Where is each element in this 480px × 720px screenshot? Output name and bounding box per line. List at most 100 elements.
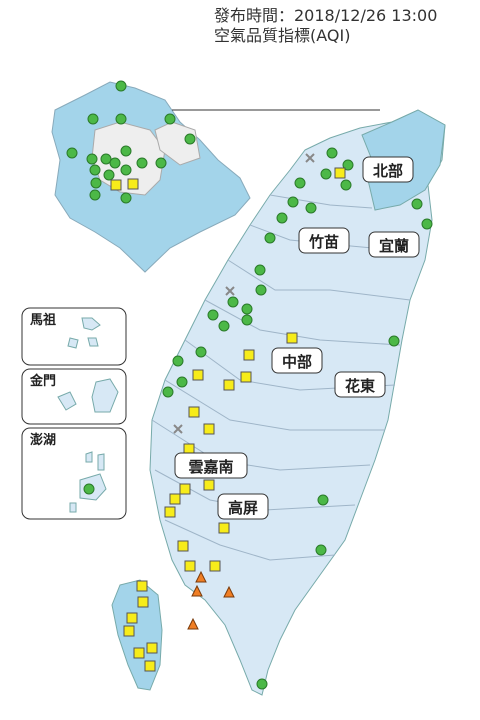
station-good[interactable]: [340, 179, 352, 191]
station-good[interactable]: [103, 169, 115, 181]
station-moderate[interactable]: [164, 506, 176, 518]
station-offline[interactable]: [173, 424, 183, 434]
station-usg[interactable]: [223, 585, 235, 598]
station-good[interactable]: [162, 386, 174, 398]
region-zhumiao[interactable]: 竹苗: [308, 233, 339, 251]
station-usg[interactable]: [195, 570, 207, 583]
station-offline[interactable]: [225, 286, 235, 296]
station-moderate[interactable]: [184, 560, 196, 572]
station-good[interactable]: [317, 494, 329, 506]
station-good[interactable]: [241, 303, 253, 315]
station-moderate[interactable]: [110, 179, 122, 191]
station-good[interactable]: [164, 113, 176, 125]
station-good[interactable]: [207, 309, 219, 321]
station-moderate[interactable]: [243, 349, 255, 361]
moderate-stations: [59, 167, 346, 672]
station-good[interactable]: [256, 678, 268, 690]
station-good[interactable]: [388, 335, 400, 347]
region-north[interactable]: 北部: [373, 162, 403, 180]
index-title: 空氣品質指標(AQI): [214, 26, 351, 45]
station-good[interactable]: [172, 355, 184, 367]
station-good[interactable]: [276, 212, 288, 224]
station-good[interactable]: [89, 164, 101, 176]
station-good[interactable]: [115, 113, 127, 125]
station-usg[interactable]: [187, 617, 199, 630]
offline-stations: [173, 153, 315, 434]
station-good[interactable]: [254, 264, 266, 276]
region-label-box: [271, 347, 323, 374]
station-good[interactable]: [120, 145, 132, 157]
taipei-inset: [51, 81, 380, 273]
station-moderate[interactable]: [203, 423, 215, 435]
region-yunjianan[interactable]: 雲嘉南: [188, 458, 233, 476]
station-moderate[interactable]: [169, 493, 181, 505]
station-moderate[interactable]: [179, 483, 191, 495]
station-moderate[interactable]: [146, 642, 158, 654]
station-moderate[interactable]: [209, 560, 221, 572]
station-moderate[interactable]: [126, 612, 138, 624]
region-central[interactable]: 中部: [282, 353, 312, 371]
station-good[interactable]: [109, 157, 121, 169]
station-moderate[interactable]: [177, 540, 189, 552]
station-moderate[interactable]: [223, 379, 235, 391]
station-moderate[interactable]: [144, 660, 156, 672]
inset-penghu-title: 澎湖: [30, 432, 56, 448]
region-huadong[interactable]: 花東: [345, 377, 375, 395]
station-moderate[interactable]: [334, 167, 346, 179]
station-moderate[interactable]: [192, 369, 204, 381]
station-good[interactable]: [83, 483, 95, 495]
station-good[interactable]: [86, 153, 98, 165]
station-moderate[interactable]: [218, 522, 230, 534]
station-good[interactable]: [241, 314, 253, 326]
station-good[interactable]: [421, 218, 433, 230]
station-moderate[interactable]: [188, 406, 200, 418]
station-good[interactable]: [90, 177, 102, 189]
inset-matsu[interactable]: [21, 307, 127, 366]
station-moderate[interactable]: [240, 371, 252, 383]
southwest-islands: [111, 579, 163, 691]
station-good[interactable]: [294, 177, 306, 189]
station-moderate[interactable]: [203, 479, 215, 491]
station-good[interactable]: [264, 232, 276, 244]
region-label-box: [298, 227, 350, 254]
station-usg[interactable]: [191, 584, 203, 597]
station-good[interactable]: [287, 196, 299, 208]
penghu-islands: [69, 451, 107, 513]
station-moderate[interactable]: [286, 332, 298, 344]
station-good[interactable]: [89, 189, 101, 201]
station-offline[interactable]: [305, 153, 315, 163]
station-good[interactable]: [100, 153, 112, 165]
region-label-box: [334, 371, 386, 398]
inset-matsu-title: 馬祖: [30, 312, 56, 328]
station-good[interactable]: [176, 376, 188, 388]
station-good[interactable]: [155, 157, 167, 169]
station-good[interactable]: [218, 320, 230, 332]
station-good[interactable]: [227, 296, 239, 308]
publish-time: 發布時間：2018/12/26 13:00: [214, 6, 438, 25]
station-moderate[interactable]: [123, 625, 135, 637]
station-good[interactable]: [255, 284, 267, 296]
station-moderate[interactable]: [136, 580, 148, 592]
map-header: 發布時間：2018/12/26 13:00 空氣品質指標(AQI): [214, 6, 437, 46]
region-labels: 北部 竹苗 宜蘭 中部 花東 雲嘉南 高屏: [174, 156, 420, 520]
station-moderate[interactable]: [137, 596, 149, 608]
station-good[interactable]: [326, 147, 338, 159]
station-good[interactable]: [320, 168, 332, 180]
region-yilan[interactable]: 宜蘭: [379, 237, 409, 255]
station-good[interactable]: [184, 133, 196, 145]
station-good[interactable]: [305, 202, 317, 214]
station-moderate[interactable]: [127, 178, 139, 190]
region-label-box: [362, 156, 414, 183]
station-moderate[interactable]: [133, 647, 145, 659]
station-good[interactable]: [66, 147, 78, 159]
station-good[interactable]: [120, 192, 132, 204]
station-good[interactable]: [87, 113, 99, 125]
region-gaoping[interactable]: 高屏: [228, 499, 258, 517]
station-good[interactable]: [120, 164, 132, 176]
station-good[interactable]: [136, 157, 148, 169]
station-good[interactable]: [195, 346, 207, 358]
station-good[interactable]: [115, 80, 127, 92]
station-good[interactable]: [315, 544, 327, 556]
station-good[interactable]: [411, 198, 423, 210]
